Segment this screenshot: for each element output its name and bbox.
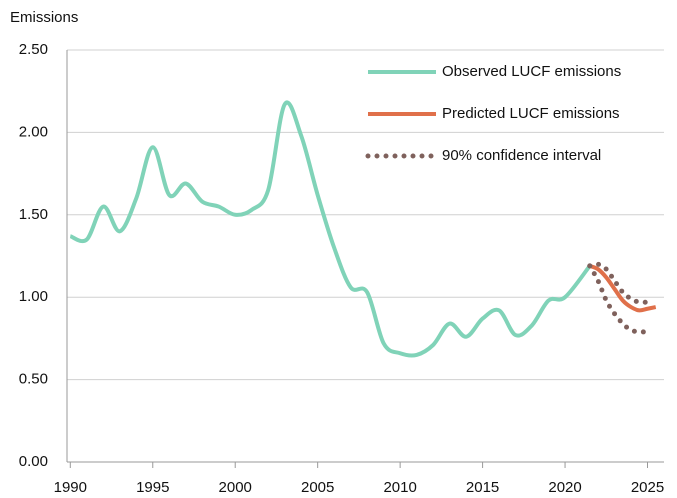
legend-label: Predicted LUCF emissions <box>442 105 620 122</box>
x-tick-label: 2020 <box>548 479 581 496</box>
y-tick-label: 2.50 <box>19 41 48 58</box>
x-tick-label: 2000 <box>219 479 252 496</box>
legend-label: Observed LUCF emissions <box>442 63 621 80</box>
y-tick-label: 0.00 <box>19 453 48 470</box>
x-tick-label: 1995 <box>136 479 169 496</box>
y-tick-label: 1.00 <box>19 288 48 305</box>
x-tick-label: 2015 <box>466 479 499 496</box>
x-tick-label: 2005 <box>301 479 334 496</box>
line-lower <box>587 263 651 335</box>
x-tick-label: 2025 <box>631 479 664 496</box>
y-tick-label: 2.00 <box>19 123 48 140</box>
line-values <box>589 263 657 313</box>
x-tick-label: 1990 <box>54 479 87 496</box>
y-tick-label: 1.50 <box>19 206 48 223</box>
line-values <box>69 100 592 358</box>
y-tick-label: 0.50 <box>19 371 48 388</box>
line-upper <box>587 261 651 305</box>
x-tick-label: 2010 <box>383 479 416 496</box>
legend-label: 90% confidence interval <box>442 147 601 164</box>
y-axis-label: Emissions <box>10 9 78 26</box>
